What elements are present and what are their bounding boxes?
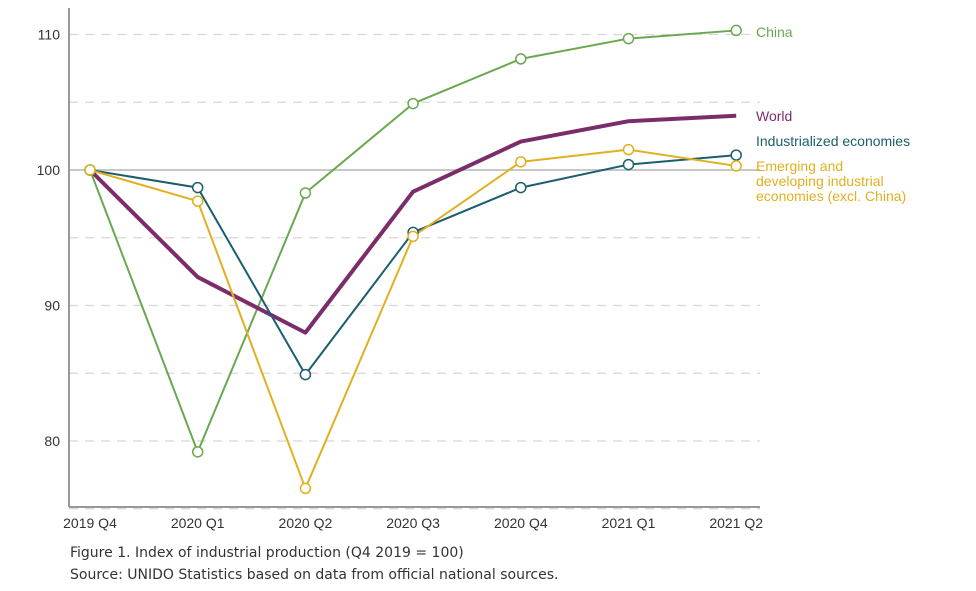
y-tick-label: 80 — [44, 433, 60, 449]
label-industrialized: Industrialized economies — [756, 133, 910, 149]
data-point-emerging — [622, 143, 635, 156]
x-tick-label: 2020 Q2 — [279, 515, 333, 531]
data-point-industrialized — [515, 181, 527, 194]
data-point-china — [515, 53, 527, 65]
data-point-china — [191, 446, 204, 458]
data-point-china — [730, 24, 742, 37]
figure-caption: Figure 1. Index of industrial production… — [70, 545, 464, 561]
label-emerging: developing industrial — [756, 173, 884, 189]
label-world: World — [756, 108, 792, 124]
series-line-emerging — [89, 148, 737, 490]
label-emerging: economies (excl. China) — [756, 188, 906, 204]
x-tick-label: 2019 Q4 — [63, 515, 117, 531]
y-tick-label: 90 — [44, 298, 60, 314]
y-tick-label: 100 — [37, 162, 61, 178]
line-chart: 80 90 100 110 2019 Q4 2020 Q1 2020 Q2 2020 Q3 20… — [37, 8, 910, 531]
data-point-industrialized — [622, 158, 635, 171]
source-note: Source: UNIDO Statistics based on data f… — [70, 567, 559, 583]
data-point-emerging — [191, 195, 204, 207]
data-point-china — [407, 97, 419, 110]
x-tick-label: 2020 Q1 — [171, 515, 225, 531]
data-point-china — [622, 32, 635, 45]
data-point-emerging — [84, 164, 96, 176]
y-tick-label: 110 — [38, 27, 61, 43]
x-tick-label: 2020 Q4 — [494, 515, 548, 531]
data-point-emerging — [299, 482, 312, 495]
x-tick-label: 2020 Q3 — [386, 515, 440, 531]
data-point-emerging — [730, 160, 742, 172]
x-tick-label: 2021 Q1 — [602, 515, 656, 531]
data-point-emerging — [407, 230, 419, 243]
series-line-world — [88, 113, 737, 335]
data-point-industrialized — [730, 149, 742, 161]
label-china: China — [756, 24, 793, 40]
data-point-emerging — [515, 156, 527, 168]
data-point-industrialized — [299, 368, 312, 381]
label-emerging: Emerging and — [756, 158, 843, 174]
x-tick-label: 2021 Q2 — [709, 515, 763, 531]
data-point-industrialized — [191, 181, 204, 194]
data-point-china — [299, 187, 312, 199]
